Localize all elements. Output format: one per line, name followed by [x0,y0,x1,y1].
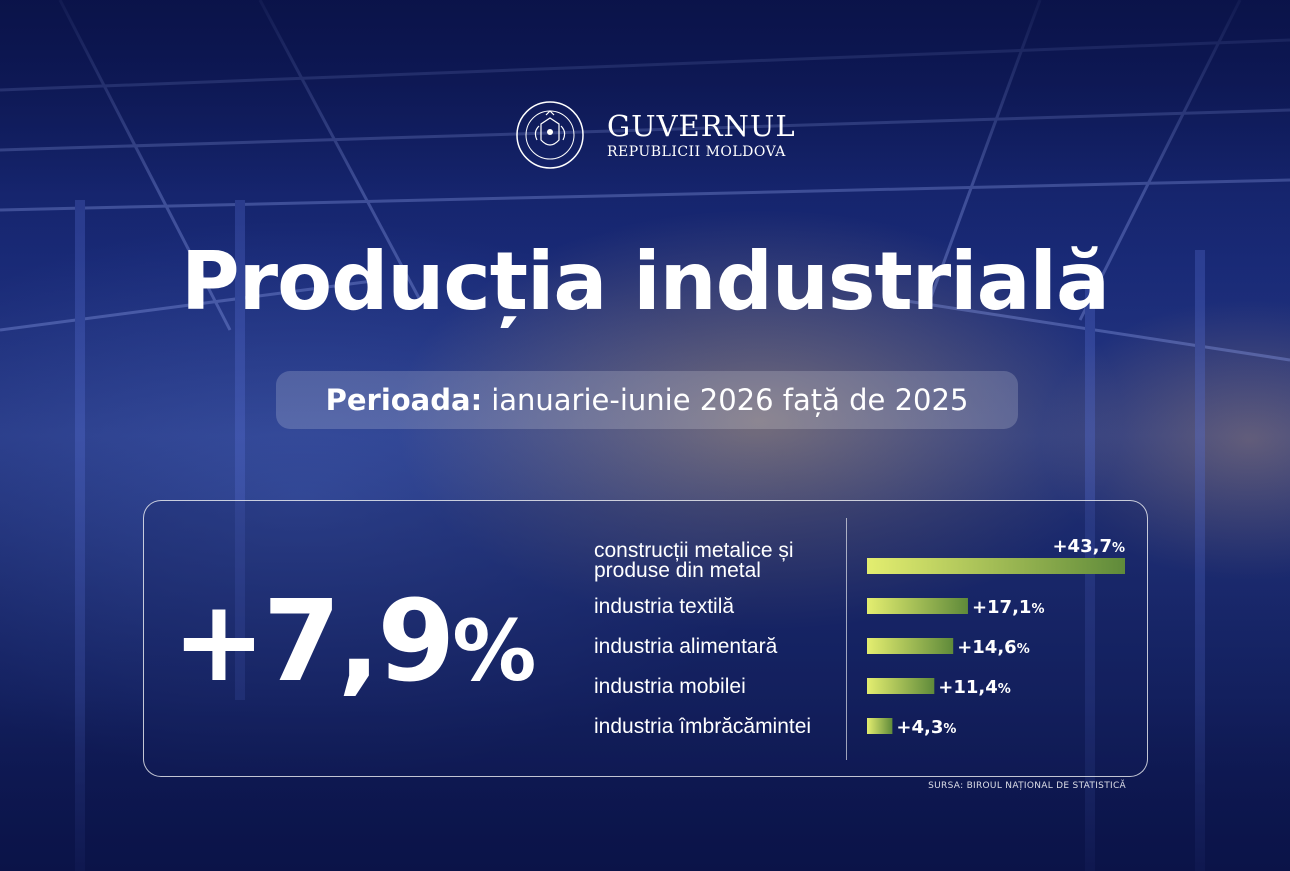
headline-unit: % [452,602,536,700]
source-note: SURSA: BIROUL NAȚIONAL DE STATISTICĂ [928,781,1126,791]
bar [867,718,893,734]
period-value: ianuarie-iunie 2026 față de 2025 [491,383,969,417]
value-label: +43,7% [1052,536,1125,557]
bar [867,678,935,694]
logo-subtitle: REPUBLICII MOLDOVA [607,144,786,160]
category-label: industria mobilei [594,675,746,698]
category-label: industria alimentară [594,635,778,658]
bar [867,638,954,654]
value-label: +14,6% [957,637,1030,658]
bar [867,558,1125,574]
coat-of-arms-seal-icon [516,101,584,169]
value-label: +17,1% [972,597,1045,618]
card-divider [846,518,847,760]
category-label: construcții metalice și produse din metal [594,539,794,582]
period-pill: Perioada: ianuarie-iunie 2026 față de 20… [276,371,1018,429]
logo-title: GUVERNUL [607,109,796,143]
headline-value: +7,9 [172,577,455,707]
value-label: +11,4% [938,677,1011,698]
page-title: Producția industrială [181,235,1110,328]
category-label: industria îmbrăcămintei [594,715,811,738]
value-label: +4,3% [896,717,956,738]
category-label: industria textilă [594,595,734,618]
period-label: Perioada: [325,383,483,417]
headline-growth: +7,9% [172,572,536,721]
bar [867,598,968,614]
stats-card [143,500,1148,777]
government-logo: GUVERNUL REPUBLICII MOLDOVA [515,100,796,170]
